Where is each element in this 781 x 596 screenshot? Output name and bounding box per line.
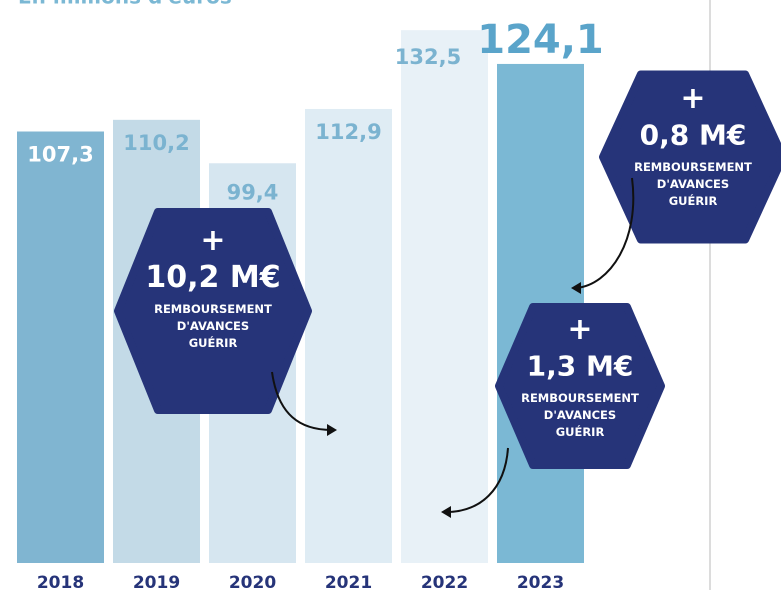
x-tick-label: 2021 (325, 573, 372, 593)
x-tick-label: 2018 (37, 573, 84, 593)
arrow-head (571, 282, 581, 294)
annotation-text: GUÉRIR (669, 193, 718, 208)
arrow-head (327, 424, 337, 436)
x-tick-label: 2020 (229, 573, 276, 593)
annotation-text: D'AVANCES (177, 319, 249, 333)
x-tick-label: 2022 (421, 573, 468, 593)
annotation-plus: + (200, 223, 225, 258)
value-label: 132,5 (395, 45, 461, 69)
annotation-amount: 0,8 M€ (640, 118, 747, 151)
annotation-text: REMBOURSEMENT (634, 160, 752, 174)
x-tick-label: 2023 (517, 573, 564, 593)
annotation-text: D'AVANCES (544, 408, 616, 422)
value-label: 110,2 (123, 131, 189, 155)
bar (305, 108, 392, 563)
value-label: 112,9 (315, 120, 381, 144)
chart-title: En millions d'euros (18, 0, 232, 9)
hexagon (495, 303, 665, 469)
value-label: 99,4 (227, 180, 279, 204)
annotation-text: REMBOURSEMENT (154, 302, 272, 316)
x-tick-label: 2019 (133, 573, 180, 593)
bar (401, 30, 488, 564)
annotation-text: GUÉRIR (556, 424, 605, 439)
arrow (575, 177, 635, 289)
bar (17, 131, 104, 563)
annotation-plus: + (567, 312, 592, 347)
value-label: 107,3 (27, 143, 93, 167)
annotation-plus: + (680, 81, 705, 116)
annotation-text: D'AVANCES (657, 177, 729, 191)
annotation-text: GUÉRIR (189, 335, 238, 350)
value-label: 124,1 (477, 17, 604, 63)
arrow (271, 371, 333, 431)
annotation-amount: 1,3 M€ (527, 350, 634, 383)
annotation-text: REMBOURSEMENT (521, 391, 639, 405)
hexagon (599, 70, 781, 244)
arrow (445, 447, 509, 513)
hexagon (114, 208, 312, 414)
arrow-head (441, 506, 451, 518)
annotation-amount: 10,2 M€ (145, 260, 280, 295)
